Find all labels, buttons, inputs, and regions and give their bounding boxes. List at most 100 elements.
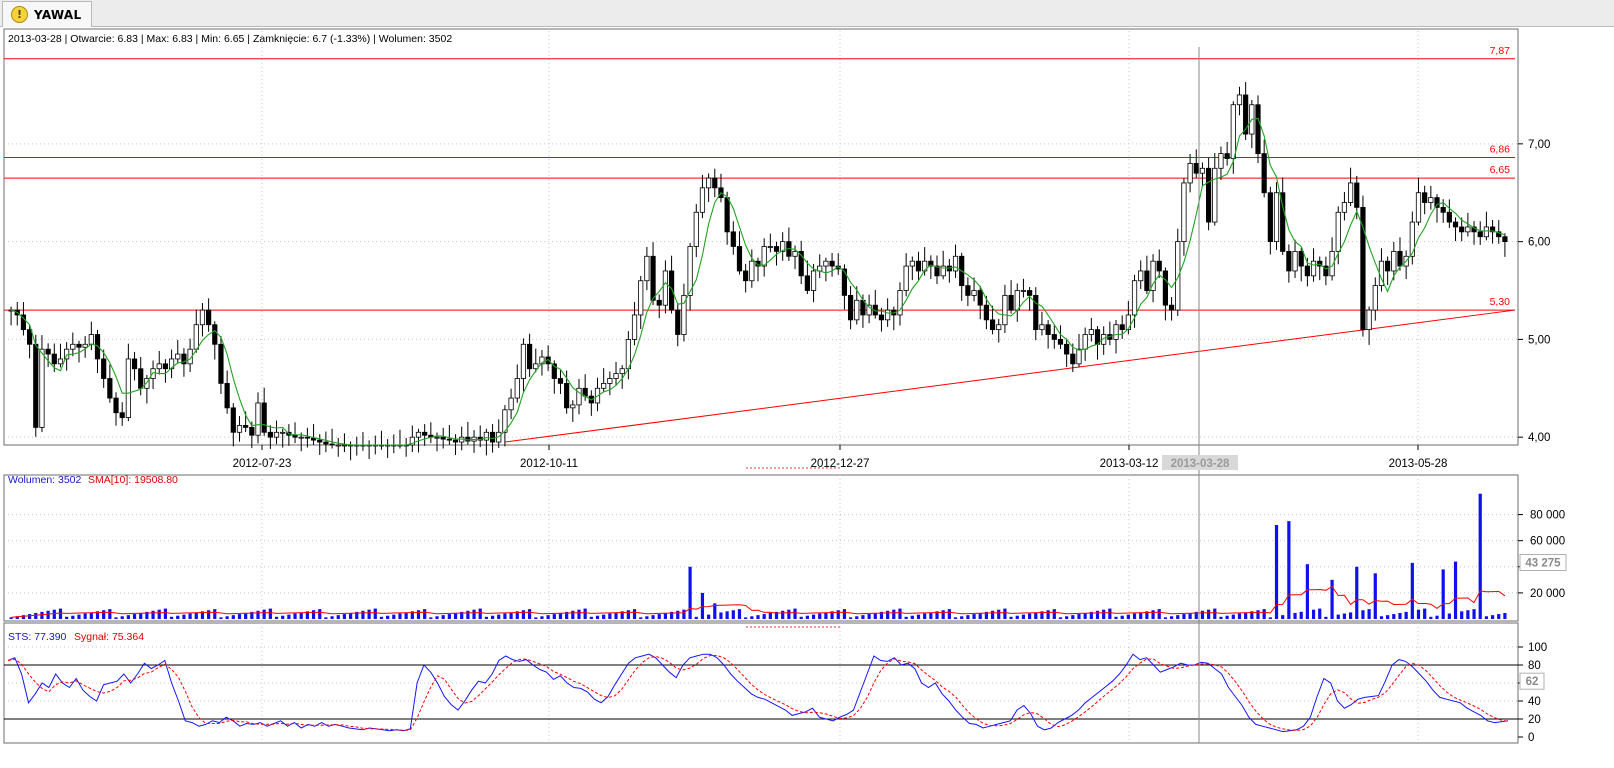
candle-body — [1440, 206, 1446, 213]
volume-bar — [1040, 611, 1044, 619]
volume-bar — [1460, 611, 1464, 619]
sts-tick-label: 20 — [1528, 714, 1541, 726]
candle-body — [1045, 324, 1051, 335]
volume-bar — [1003, 608, 1007, 619]
volume-bar — [997, 609, 1001, 619]
candle-body — [101, 358, 107, 379]
candle-body — [502, 409, 508, 433]
volume-bar — [441, 615, 445, 619]
volume-bar — [139, 612, 143, 619]
volume-bar — [1503, 612, 1507, 619]
level-label: 6,86 — [1490, 144, 1511, 156]
volume-bar — [182, 614, 186, 619]
volume-bar — [855, 616, 859, 619]
volume-bar — [1435, 615, 1439, 619]
volume-bar — [1355, 566, 1359, 619]
volume-bar — [737, 609, 742, 619]
volume-bar — [935, 611, 939, 619]
volume-bar — [1237, 613, 1242, 619]
volume-bar — [1219, 616, 1223, 619]
volume-bar — [404, 612, 408, 619]
candle-body — [1070, 353, 1076, 365]
volume-bar — [515, 611, 519, 619]
volume-bar — [1281, 615, 1285, 619]
candle-body — [212, 324, 218, 345]
candle-body — [131, 358, 138, 370]
candle-body — [261, 402, 267, 433]
candle-body — [1372, 285, 1378, 311]
volume-bar — [40, 611, 44, 619]
candle-body — [1033, 294, 1039, 331]
candle-body — [1039, 324, 1045, 331]
candle-body — [1298, 250, 1304, 267]
candle-body — [1101, 334, 1107, 345]
candle-body — [70, 343, 76, 350]
volume-bar — [379, 616, 384, 619]
volume-bar — [781, 610, 785, 619]
signal-line — [7, 655, 1509, 732]
volume-bar — [818, 613, 822, 619]
volume-bar — [1441, 569, 1445, 619]
candle-body — [249, 426, 255, 436]
volume-bar — [583, 608, 587, 619]
volume-bar — [990, 610, 995, 619]
volume-bar — [274, 616, 279, 619]
candle-body — [564, 382, 570, 409]
volume-bar — [700, 592, 705, 619]
candle-body — [755, 260, 761, 267]
volume-bar — [1330, 579, 1334, 619]
candle-body — [1415, 192, 1422, 223]
volume-bar — [447, 614, 451, 619]
moving-average-line — [10, 117, 1506, 446]
candle-body — [193, 324, 199, 350]
candle-body — [465, 436, 471, 442]
candle-body — [934, 265, 940, 277]
candle-body — [841, 268, 848, 296]
candle-body — [557, 378, 564, 384]
volume-tick-label: 60 000 — [1530, 536, 1565, 548]
candle-body — [273, 431, 280, 438]
candle-body — [613, 373, 619, 379]
candle-body — [1323, 265, 1329, 277]
volume-sma-label: SMA[10]: 19508.80 — [88, 474, 178, 486]
volume-bar — [1392, 614, 1396, 619]
stock-chart[interactable]: 7,876,866,655,30 2012-07-23 2012-10-11 201… — [0, 27, 1614, 768]
volume-bar — [941, 610, 945, 619]
volume-bar — [571, 610, 575, 619]
volume-bar — [1188, 612, 1192, 619]
volume-bar — [1108, 608, 1112, 619]
volume-bar — [830, 611, 834, 619]
candle-body — [601, 382, 607, 389]
candle-body — [489, 431, 496, 443]
candle-body — [1329, 250, 1335, 277]
volume-bar — [287, 614, 291, 619]
volume-bar — [386, 615, 390, 619]
level-label: 5,30 — [1490, 296, 1511, 308]
volume-bar — [1410, 562, 1414, 619]
candle-body — [1193, 162, 1199, 174]
volume-bar — [1095, 610, 1100, 619]
candle-body — [88, 334, 94, 345]
volume-bar — [805, 615, 809, 619]
candle-body — [915, 260, 922, 272]
candle-body — [1218, 153, 1224, 169]
candle-body — [45, 348, 51, 355]
candle-body — [847, 294, 854, 321]
candle-body — [952, 255, 959, 272]
candle-body — [298, 436, 304, 439]
tab-yawal[interactable]: ! YAWAL — [2, 1, 93, 27]
volume-bar — [1287, 521, 1291, 619]
volume-bar — [200, 611, 205, 619]
volume-bar — [552, 614, 556, 619]
volume-bar — [1102, 609, 1106, 619]
volume-bar — [299, 612, 303, 619]
candle-body — [267, 431, 273, 438]
candle-body — [1502, 236, 1508, 243]
candle-body — [638, 280, 644, 316]
volume-bar — [632, 609, 637, 619]
volume-bar — [163, 608, 168, 619]
candle-body — [1175, 241, 1181, 311]
volume-bar — [1348, 612, 1353, 619]
candle-body — [317, 439, 323, 443]
volume-bar — [984, 611, 988, 619]
